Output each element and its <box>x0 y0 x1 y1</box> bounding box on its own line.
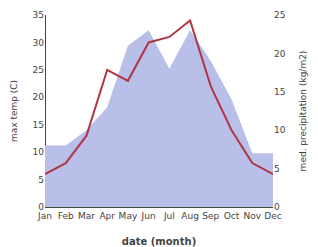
svg-text:med. precipitation (kg/m2): med. precipitation (kg/m2) <box>298 51 308 172</box>
svg-text:25: 25 <box>274 10 285 20</box>
svg-text:Jul: Jul <box>163 211 175 221</box>
svg-text:25: 25 <box>33 65 44 75</box>
svg-text:Nov: Nov <box>243 211 261 221</box>
svg-text:Feb: Feb <box>58 211 74 221</box>
svg-text:20: 20 <box>33 92 45 102</box>
svg-text:max temp (C): max temp (C) <box>9 80 19 142</box>
svg-text:May: May <box>119 211 138 221</box>
svg-text:Oct: Oct <box>224 211 240 221</box>
svg-text:Aug: Aug <box>181 211 199 221</box>
svg-text:10: 10 <box>33 147 45 157</box>
svg-text:5: 5 <box>274 164 280 174</box>
svg-text:15: 15 <box>274 87 285 97</box>
svg-text:0: 0 <box>38 202 44 212</box>
svg-text:date (month): date (month) <box>122 236 196 247</box>
svg-text:Apr: Apr <box>99 211 115 221</box>
svg-text:10: 10 <box>274 125 286 135</box>
svg-text:Sep: Sep <box>202 211 219 221</box>
svg-text:5: 5 <box>38 175 44 185</box>
svg-text:Jan: Jan <box>37 211 52 221</box>
svg-text:Jun: Jun <box>141 211 156 221</box>
svg-text:20: 20 <box>274 49 286 59</box>
svg-text:15: 15 <box>33 120 44 130</box>
svg-text:Mar: Mar <box>78 211 95 221</box>
svg-text:Dec: Dec <box>264 211 281 221</box>
svg-text:0: 0 <box>274 202 280 212</box>
svg-text:35: 35 <box>33 10 44 20</box>
svg-text:30: 30 <box>33 38 45 48</box>
